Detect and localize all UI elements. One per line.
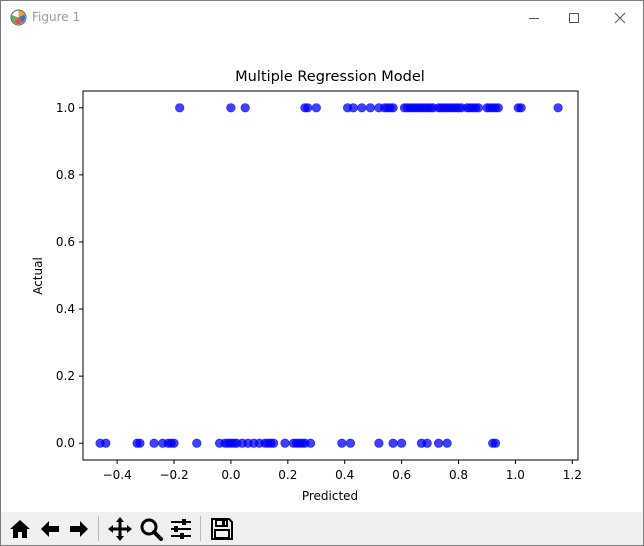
x-tick-label: 1.2 bbox=[563, 468, 582, 482]
data-point bbox=[303, 103, 313, 113]
x-tick-label: 0.0 bbox=[221, 468, 240, 482]
data-point bbox=[175, 103, 185, 113]
chart-title: Multiple Regression Model bbox=[235, 69, 425, 85]
y-tick-label: 0.2 bbox=[56, 369, 75, 383]
matplotlib-app-icon bbox=[10, 9, 27, 26]
pan-icon bbox=[107, 516, 132, 541]
minimize-button[interactable] bbox=[511, 1, 557, 34]
x-tick-label: 0.2 bbox=[278, 468, 297, 482]
y-tick-label: 1.0 bbox=[56, 101, 75, 115]
home-icon bbox=[9, 519, 30, 538]
window-title: Figure 1 bbox=[32, 10, 81, 24]
data-point bbox=[306, 438, 316, 448]
title-bar[interactable]: Figure 1 bbox=[1, 1, 643, 34]
save-icon bbox=[210, 517, 233, 540]
x-axis-label: Predicted bbox=[302, 489, 358, 503]
data-point bbox=[337, 438, 347, 448]
data-point bbox=[434, 438, 444, 448]
scatter-chart: Multiple Regression Model −0.4 −0.2 0.0 0.2… bbox=[31, 69, 582, 503]
toolbar-separator bbox=[98, 516, 99, 541]
data-point bbox=[345, 438, 356, 448]
y-axis: 0.0 0.2 0.4 0.6 0.8 1.0 bbox=[56, 101, 83, 450]
y-tick-label: 0.8 bbox=[56, 168, 75, 182]
close-button[interactable] bbox=[597, 1, 643, 34]
y-tick-label: 0.4 bbox=[56, 302, 75, 316]
navigation-toolbar bbox=[1, 512, 643, 545]
y-tick-label: 0.6 bbox=[56, 235, 75, 249]
home-button[interactable] bbox=[6, 515, 33, 542]
minimize-icon bbox=[529, 17, 539, 19]
x-tick-label: 0.6 bbox=[392, 468, 411, 482]
x-tick-label: 1.0 bbox=[506, 468, 525, 482]
close-icon bbox=[614, 12, 626, 23]
configure-subplots-icon bbox=[170, 518, 191, 539]
data-point bbox=[388, 103, 398, 113]
data-point bbox=[357, 103, 367, 113]
data-point bbox=[169, 438, 179, 448]
data-point bbox=[365, 103, 375, 113]
data-point bbox=[192, 438, 202, 448]
data-point bbox=[442, 438, 452, 448]
data-point bbox=[240, 103, 250, 113]
data-point bbox=[311, 103, 321, 113]
x-tick-label: −0.4 bbox=[103, 468, 132, 482]
plot-area bbox=[82, 90, 579, 461]
data-point bbox=[374, 438, 384, 448]
data-point bbox=[101, 438, 111, 448]
data-point bbox=[280, 438, 290, 448]
data-point bbox=[422, 438, 432, 448]
x-tick-label: 0.8 bbox=[449, 468, 468, 482]
data-point bbox=[516, 103, 526, 113]
zoom-icon bbox=[140, 518, 163, 541]
y-tick-label: 0.0 bbox=[56, 436, 75, 450]
zoom-button[interactable] bbox=[137, 515, 164, 542]
data-point bbox=[388, 438, 398, 448]
data-point bbox=[269, 438, 279, 448]
data-points bbox=[95, 103, 563, 448]
save-button[interactable] bbox=[208, 515, 235, 542]
data-point bbox=[397, 438, 407, 448]
forward-icon bbox=[69, 520, 88, 537]
data-point bbox=[149, 438, 159, 448]
data-point bbox=[493, 103, 503, 113]
maximize-button[interactable] bbox=[551, 1, 597, 34]
y-axis-label: Actual bbox=[31, 257, 45, 295]
x-tick-label: −0.2 bbox=[159, 468, 188, 482]
data-point bbox=[135, 438, 145, 448]
back-icon bbox=[40, 520, 59, 537]
maximize-icon bbox=[569, 12, 579, 23]
x-axis: −0.4 −0.2 0.0 0.2 0.4 0.6 0.8 1.0 1.2 bbox=[103, 460, 582, 482]
pan-button[interactable] bbox=[106, 515, 133, 542]
data-point bbox=[348, 103, 358, 113]
back-button[interactable] bbox=[36, 515, 63, 542]
data-point bbox=[553, 103, 563, 113]
x-tick-label: 0.4 bbox=[335, 468, 354, 482]
figure-canvas[interactable]: Multiple Regression Model −0.4 −0.2 0.0 0.2… bbox=[1, 34, 643, 511]
data-point bbox=[490, 438, 501, 448]
forward-button[interactable] bbox=[65, 515, 92, 542]
toolbar-separator bbox=[200, 516, 201, 541]
data-point bbox=[473, 103, 484, 113]
configure-subplots-button[interactable] bbox=[167, 515, 194, 542]
data-point bbox=[226, 103, 236, 113]
